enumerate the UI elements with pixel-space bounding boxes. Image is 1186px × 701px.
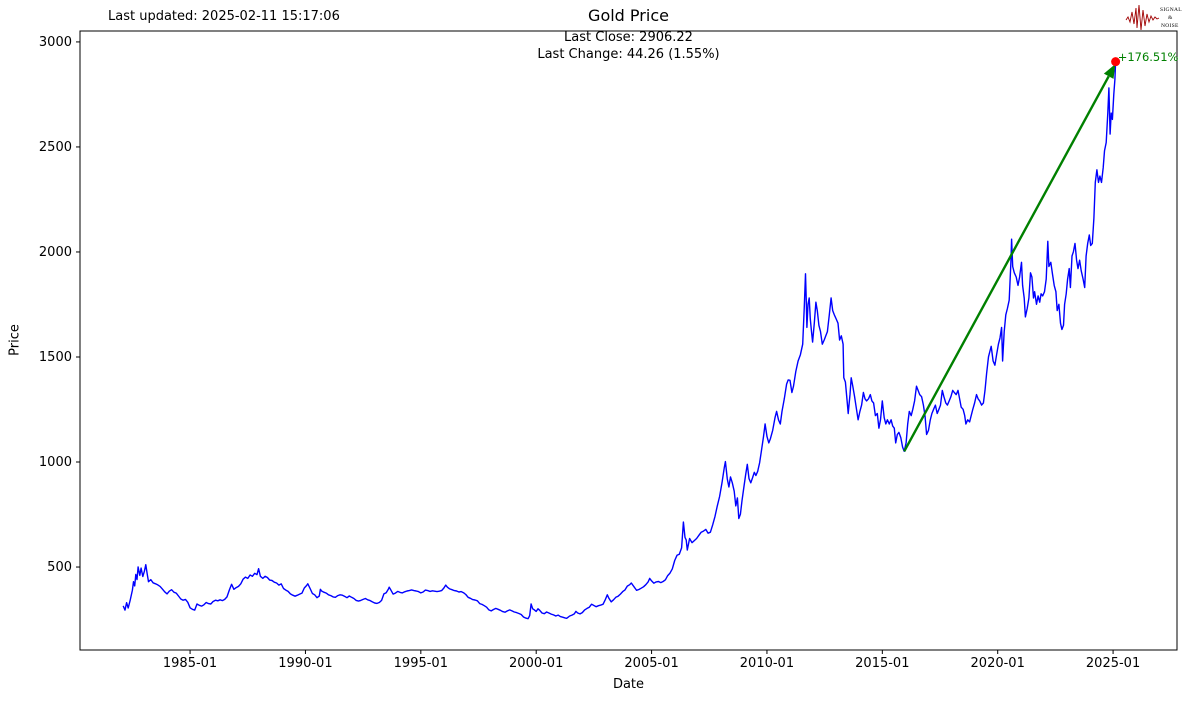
x-tick-label: 1990-01 — [278, 656, 332, 671]
trend-arrow-head — [1103, 63, 1116, 79]
x-tick-label: 2005-01 — [624, 656, 678, 671]
logo-text-bottom: NOISE — [1161, 23, 1179, 29]
y-tick-label: 2000 — [39, 245, 72, 260]
x-tick-label: 1985-01 — [163, 656, 217, 671]
plot-frame — [79, 30, 1178, 651]
logo-text-top: SIGNAL — [1160, 7, 1182, 13]
y-tick-label: 500 — [47, 560, 72, 575]
last-change-text: Last Change: 44.26 (1.55%) — [537, 47, 720, 62]
x-tick-label: 2015-01 — [855, 656, 909, 671]
y-tick-label: 2500 — [39, 140, 72, 155]
last-updated-text: Last updated: 2025-02-11 15:17:06 — [108, 9, 340, 24]
x-tick-label: 2000-01 — [509, 656, 563, 671]
y-tick-label: 1500 — [39, 350, 72, 365]
y-tick-label: 1000 — [39, 455, 72, 470]
pct-change-label: +176.51% — [1118, 50, 1179, 64]
x-tick-label: 2020-01 — [971, 656, 1025, 671]
logo-text-amp: & — [1168, 15, 1173, 21]
y-tick-label: 3000 — [39, 35, 72, 50]
x-tick-label: 2010-01 — [740, 656, 794, 671]
price-series-line — [122, 61, 1117, 620]
page-title: Gold Price — [588, 6, 669, 25]
last-close-text: Last Close: 2906.22 — [564, 30, 693, 45]
y-axis-label: Price — [7, 324, 23, 356]
waveform-icon — [1125, 4, 1160, 31]
x-axis-label: Date — [612, 677, 645, 692]
trend-arrow-line — [903, 75, 1110, 452]
x-tick-label: 2025-01 — [1086, 656, 1140, 671]
last-price-dot — [1111, 57, 1121, 67]
x-tick-label: 1995-01 — [394, 656, 448, 671]
signal-noise-logo: SIGNAL & NOISE — [1125, 4, 1182, 31]
